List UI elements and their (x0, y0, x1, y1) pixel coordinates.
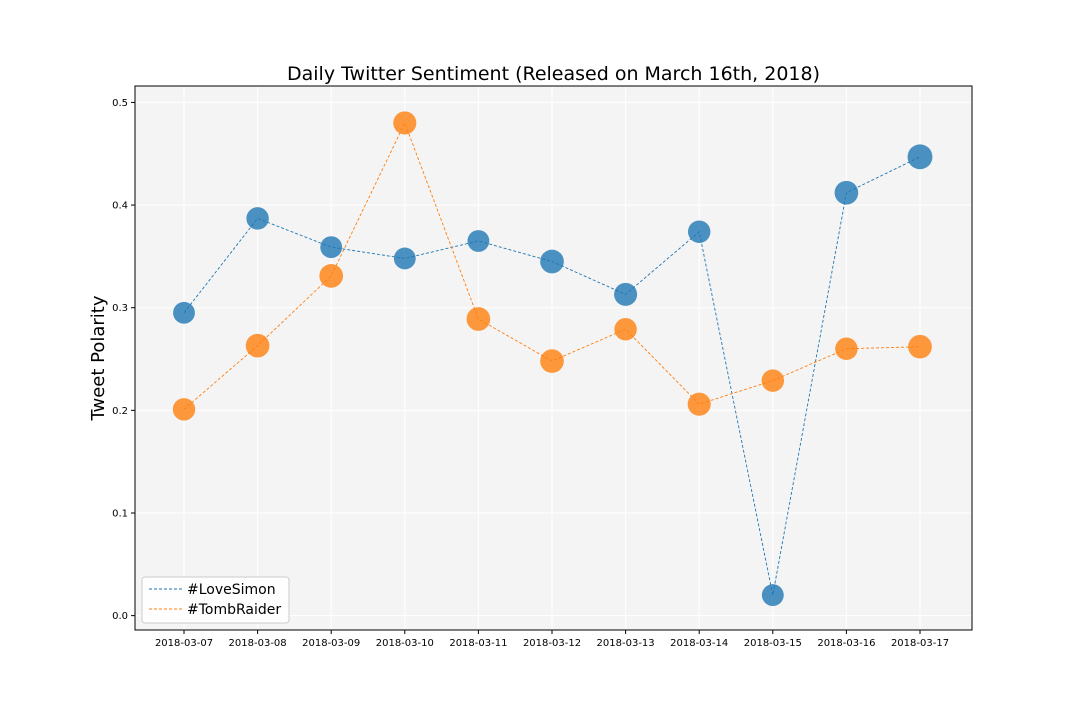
x-tick-label: 2018-03-08 (229, 638, 287, 649)
data-point (540, 349, 564, 373)
y-tick-label: 0.4 (112, 201, 128, 212)
y-tick-label: 0.2 (112, 406, 128, 417)
y-tick-label: 0.3 (112, 303, 128, 314)
grid-lines (135, 86, 972, 630)
data-point (761, 369, 785, 392)
data-point (320, 236, 343, 259)
data-point (908, 334, 932, 359)
legend-label: #LoveSimon (187, 582, 276, 598)
x-axis: 2018-03-07 2018-03-08 2018-03-09 2018-03-10… (155, 630, 949, 649)
x-tick-label: 2018-03-11 (449, 638, 507, 649)
y-axis: 0.0 0.1 0.2 0.3 0.4 0.5 (112, 98, 135, 622)
legend-box (141, 576, 290, 624)
plot-frame (134, 85, 973, 631)
data-point (245, 333, 270, 358)
x-tick-label: 2018-03-10 (376, 638, 434, 649)
data-point (687, 392, 711, 416)
x-tick-label: 2018-03-17 (891, 638, 949, 649)
data-point (614, 282, 638, 306)
data-point (466, 307, 491, 331)
series-layer (172, 111, 933, 607)
data-point (614, 318, 637, 341)
legend-label: #TombRaider (187, 602, 281, 618)
data-point (173, 301, 195, 324)
data-point (687, 220, 711, 243)
data-point (319, 264, 344, 288)
y-tick-label: 0.1 (112, 508, 128, 519)
data-point (467, 230, 490, 252)
data-point (907, 144, 933, 170)
x-tick-label: 2018-03-09 (302, 638, 360, 649)
data-point (761, 584, 784, 607)
y-tick-label: 0.5 (112, 98, 128, 109)
x-tick-label: 2018-03-07 (155, 638, 213, 649)
legend: #LoveSimon #TombRaider (141, 576, 290, 624)
data-point (834, 180, 859, 205)
x-tick-label: 2018-03-16 (817, 638, 875, 649)
data-point (393, 111, 417, 135)
y-tick-label: 0.0 (112, 611, 128, 622)
x-tick-label: 2018-03-13 (597, 638, 655, 649)
x-tick-label: 2018-03-15 (744, 638, 802, 649)
data-point (172, 398, 196, 421)
chart-title: Daily Twitter Sentiment (Released on Mar… (287, 63, 820, 85)
data-point (540, 249, 564, 274)
data-point (393, 247, 416, 270)
data-point (835, 337, 858, 360)
data-point (246, 207, 269, 230)
y-axis-label: Tweet Polarity (88, 295, 109, 421)
x-tick-label: 2018-03-14 (670, 638, 728, 649)
x-tick-label: 2018-03-12 (523, 638, 581, 649)
